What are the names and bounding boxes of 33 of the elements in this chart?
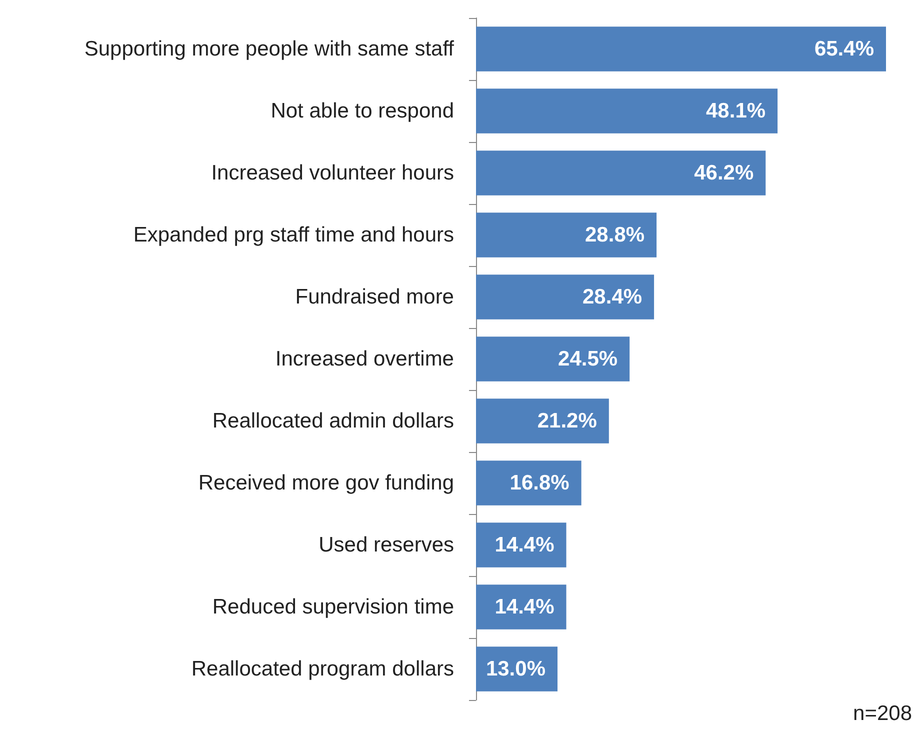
bar (476, 460, 582, 506)
y-tick-label: Reallocated admin dollars (212, 410, 454, 432)
bar (476, 522, 566, 568)
data-label: 13.0% (486, 658, 546, 680)
y-tick-label: Increased overtime (275, 348, 454, 370)
data-label: 14.4% (494, 534, 555, 556)
bar (476, 336, 630, 382)
y-tick-label: Expanded prg staff time and hours (133, 224, 454, 246)
data-label: 16.8% (510, 472, 570, 494)
bar (476, 212, 657, 258)
data-label: 14.4% (494, 596, 555, 618)
data-label: 21.2% (537, 410, 598, 432)
y-tick-label: Not able to respond (270, 100, 454, 122)
y-tick-label: Fundraised more (295, 286, 454, 308)
y-tick-label: Increased volunteer hours (211, 162, 454, 184)
bar (476, 26, 886, 72)
data-label: 28.8% (585, 224, 645, 246)
bar (476, 398, 609, 444)
data-label: 65.4% (814, 38, 874, 60)
text: n=208 (853, 702, 912, 725)
y-tick-label: Reduced supervision time (212, 596, 454, 618)
y-tick-label: Used reserves (318, 534, 454, 556)
bar (476, 274, 654, 320)
bar (476, 150, 766, 196)
y-tick-label: Received more gov funding (198, 472, 454, 494)
data-label: 48.1% (706, 100, 766, 122)
bar (476, 584, 566, 630)
y-tick-label: Reallocated program dollars (191, 658, 454, 680)
bar (476, 88, 778, 134)
data-label: 46.2% (694, 162, 754, 184)
data-label: 28.4% (582, 286, 642, 308)
y-tick-label: Supporting more people with same staff (84, 38, 454, 60)
data-label: 24.5% (558, 348, 618, 370)
